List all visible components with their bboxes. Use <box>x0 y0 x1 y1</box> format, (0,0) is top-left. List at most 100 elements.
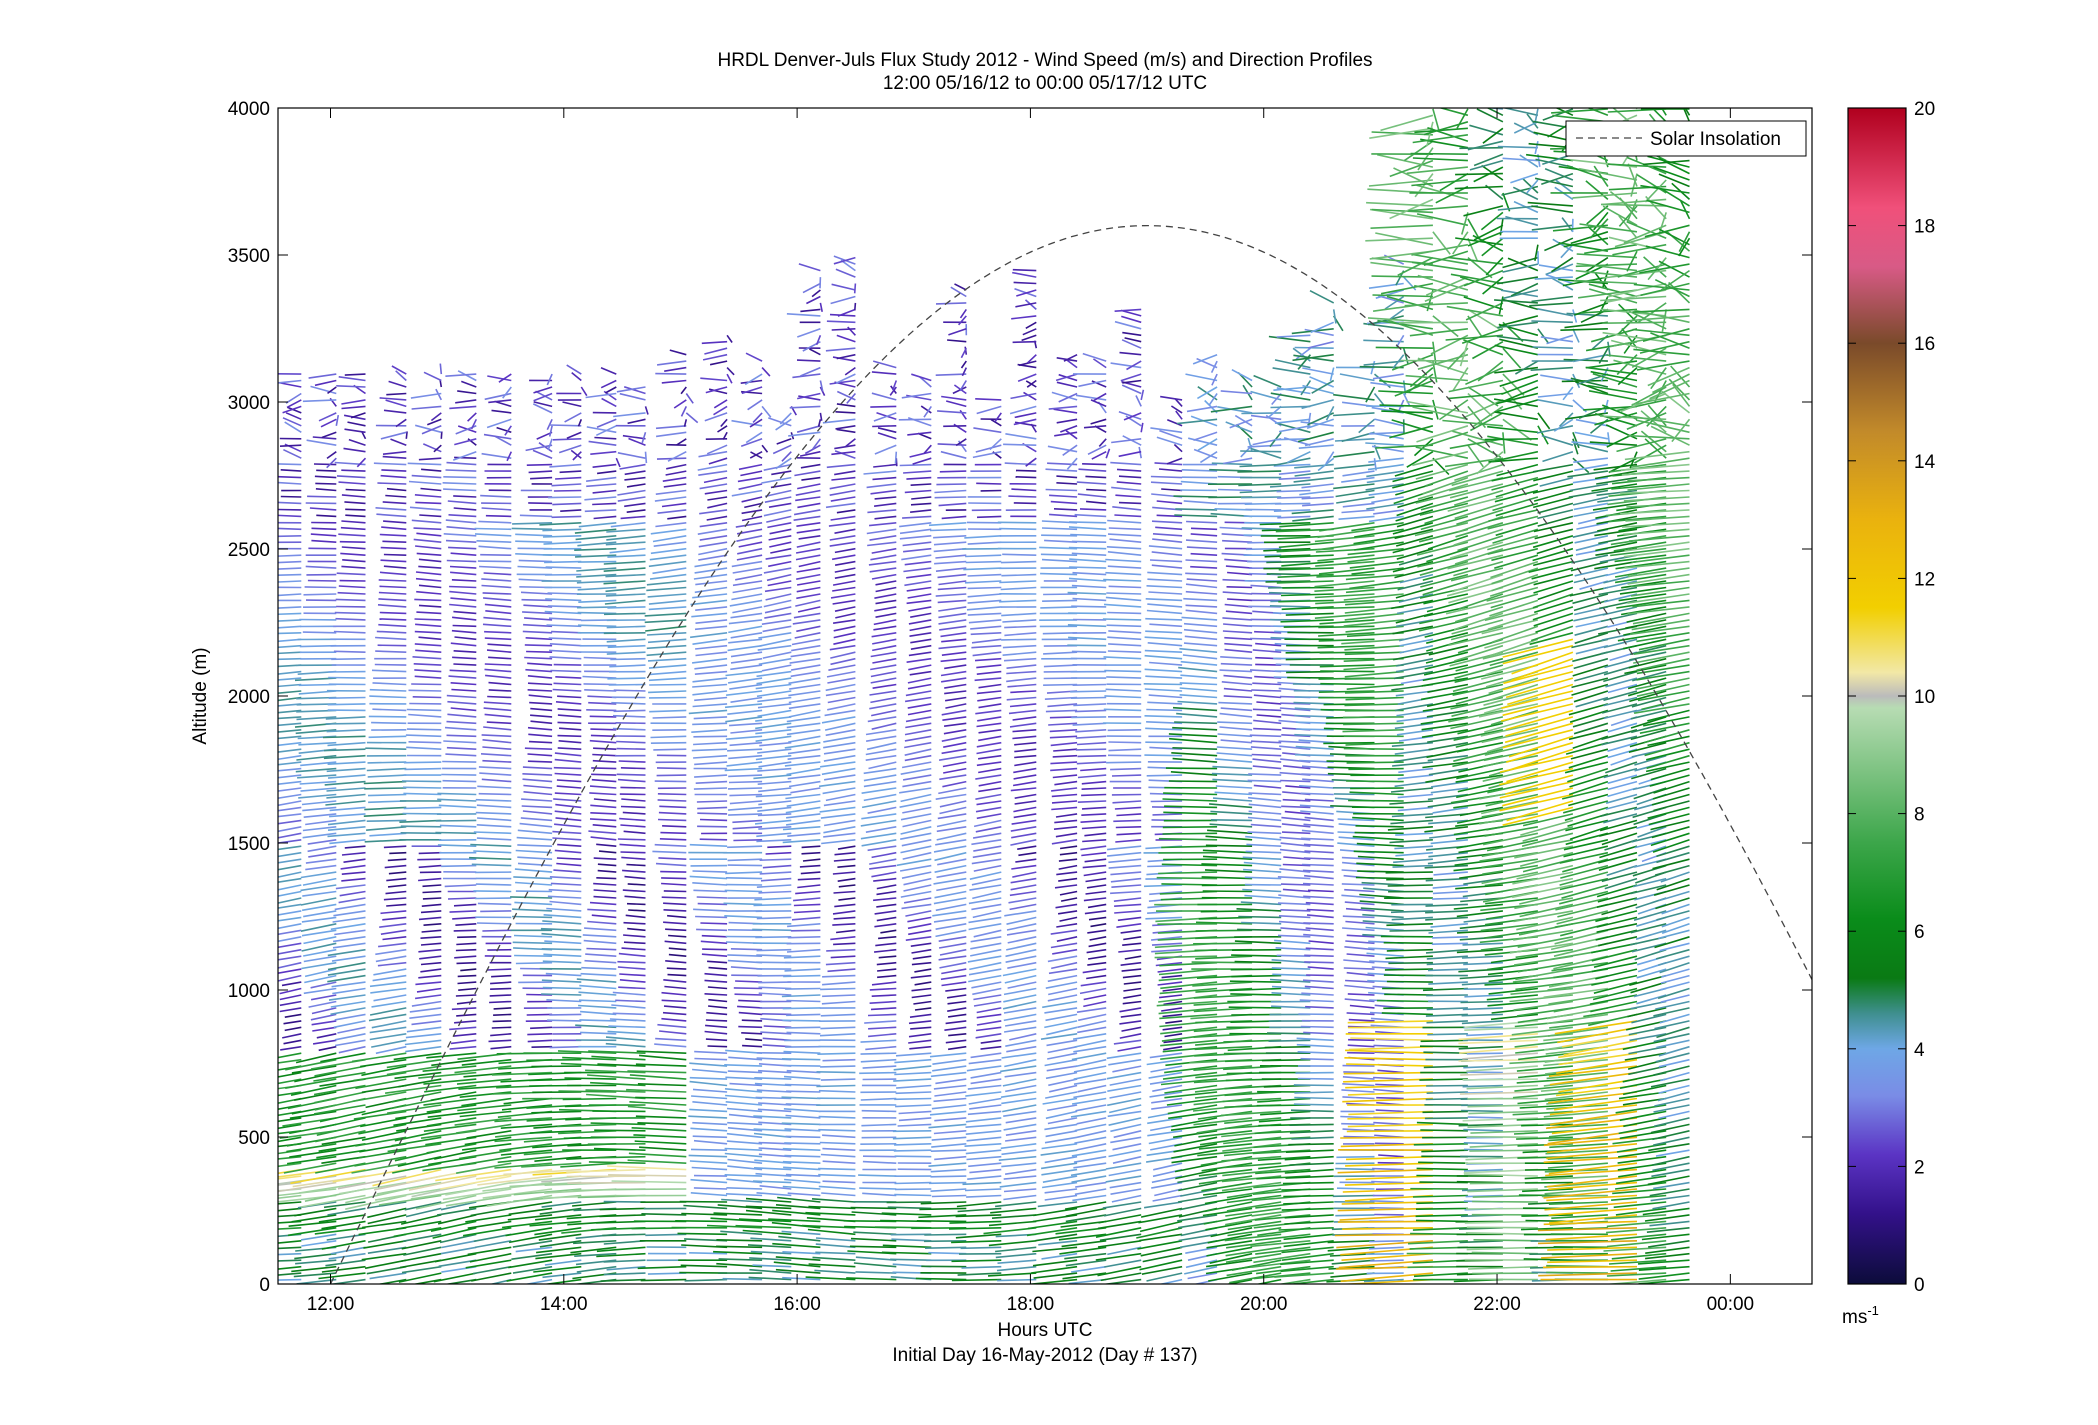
wind-barb <box>815 1237 856 1242</box>
wind-barb <box>328 994 366 1001</box>
wind-barb <box>281 981 302 987</box>
wind-barb <box>353 1071 407 1082</box>
wind-barb <box>757 703 792 709</box>
wind-barb <box>950 286 967 298</box>
wind-barb <box>971 877 1002 886</box>
wind-barb <box>467 412 477 422</box>
wind-barb <box>494 400 512 408</box>
wind-barb <box>781 1096 821 1100</box>
wind-barb <box>341 469 366 472</box>
wind-barb <box>1306 974 1334 977</box>
wind-barb <box>300 787 337 792</box>
wind-barb <box>899 864 932 872</box>
wind-barb <box>414 643 442 647</box>
wind-barb <box>371 1000 407 1008</box>
wind-barb <box>896 1084 932 1089</box>
wind-barb <box>380 559 407 563</box>
wind-barb <box>556 785 582 789</box>
wind-barb <box>724 703 763 709</box>
wind-barb <box>995 1246 1037 1253</box>
wind-barb <box>701 340 728 345</box>
wind-barb <box>650 735 687 739</box>
wind-barb <box>450 571 477 576</box>
wind-barb <box>819 302 823 312</box>
wind-barb <box>873 897 897 902</box>
wind-barb <box>951 1240 1002 1244</box>
wind-barb <box>704 489 728 495</box>
wind-barb <box>497 1155 553 1164</box>
wind-barb <box>411 519 442 524</box>
wind-barb <box>738 483 763 490</box>
wind-barb <box>341 871 366 875</box>
wind-barb <box>788 703 821 710</box>
wind-barb <box>791 638 821 646</box>
wind-barb <box>491 1026 512 1029</box>
wind-barb <box>768 560 792 568</box>
wind-barb <box>861 813 897 820</box>
wind-barb <box>515 533 553 537</box>
wind-barb <box>449 1045 477 1050</box>
wind-barb <box>976 741 1002 748</box>
wind-barb <box>870 489 897 495</box>
wind-barb <box>485 674 512 679</box>
wind-barb <box>488 656 512 660</box>
wind-barb <box>278 1097 302 1104</box>
wind-barb <box>976 405 1002 415</box>
wind-barb <box>900 832 932 840</box>
wind-barb <box>306 439 337 446</box>
wind-barb <box>605 1036 646 1042</box>
wind-barb <box>421 425 442 435</box>
wind-barb <box>621 947 646 951</box>
wind-barb <box>1427 1033 1468 1036</box>
wind-barb <box>998 1155 1037 1161</box>
wind-barb <box>732 586 763 594</box>
wind-barb <box>947 1013 967 1018</box>
wind-barb <box>278 1117 302 1123</box>
wind-barb <box>378 598 407 602</box>
wind-barb <box>401 1265 442 1274</box>
wind-barb <box>310 533 337 537</box>
wind-barb <box>834 567 856 573</box>
wind-barb <box>278 619 302 622</box>
wind-barb <box>581 966 617 970</box>
wind-barb <box>645 1233 687 1237</box>
wind-barb <box>628 1152 687 1158</box>
wind-barb <box>612 1012 646 1016</box>
wind-barb <box>717 1204 763 1210</box>
wind-barb <box>1107 729 1142 732</box>
wind-barb <box>955 1214 1002 1218</box>
wind-barb <box>533 401 553 408</box>
wind-barb <box>533 1265 582 1273</box>
wind-barb <box>786 999 821 1003</box>
wind-barb <box>376 630 407 634</box>
wind-barb <box>701 953 728 957</box>
wind-barb <box>782 1185 821 1190</box>
wind-barb <box>967 612 1002 616</box>
wind-barb <box>797 877 821 881</box>
wind-barb <box>860 1097 897 1101</box>
wind-barb <box>940 670 967 677</box>
wind-barb <box>676 438 687 446</box>
wind-barb <box>955 1233 1002 1239</box>
wind-barb <box>461 1097 512 1107</box>
wind-barb <box>1251 689 1282 692</box>
wind-barb <box>603 560 646 565</box>
wind-barb <box>1067 644 1107 647</box>
wind-barb <box>1071 540 1107 543</box>
wind-barb <box>327 968 366 976</box>
wind-barb <box>893 1078 932 1082</box>
wind-barb <box>612 714 646 718</box>
wind-barb <box>593 798 617 802</box>
wind-barb <box>747 399 763 411</box>
wind-barb <box>834 903 856 908</box>
wind-barb <box>785 1103 821 1106</box>
wind-barb <box>1007 961 1037 969</box>
wind-barb <box>498 373 512 383</box>
wind-barb <box>1005 955 1037 963</box>
wind-barb <box>574 528 617 534</box>
wind-barb <box>874 593 897 599</box>
wind-barb <box>279 994 302 1001</box>
wind-barb <box>908 929 932 936</box>
wind-barb <box>484 663 512 666</box>
wind-barb <box>1110 767 1142 771</box>
